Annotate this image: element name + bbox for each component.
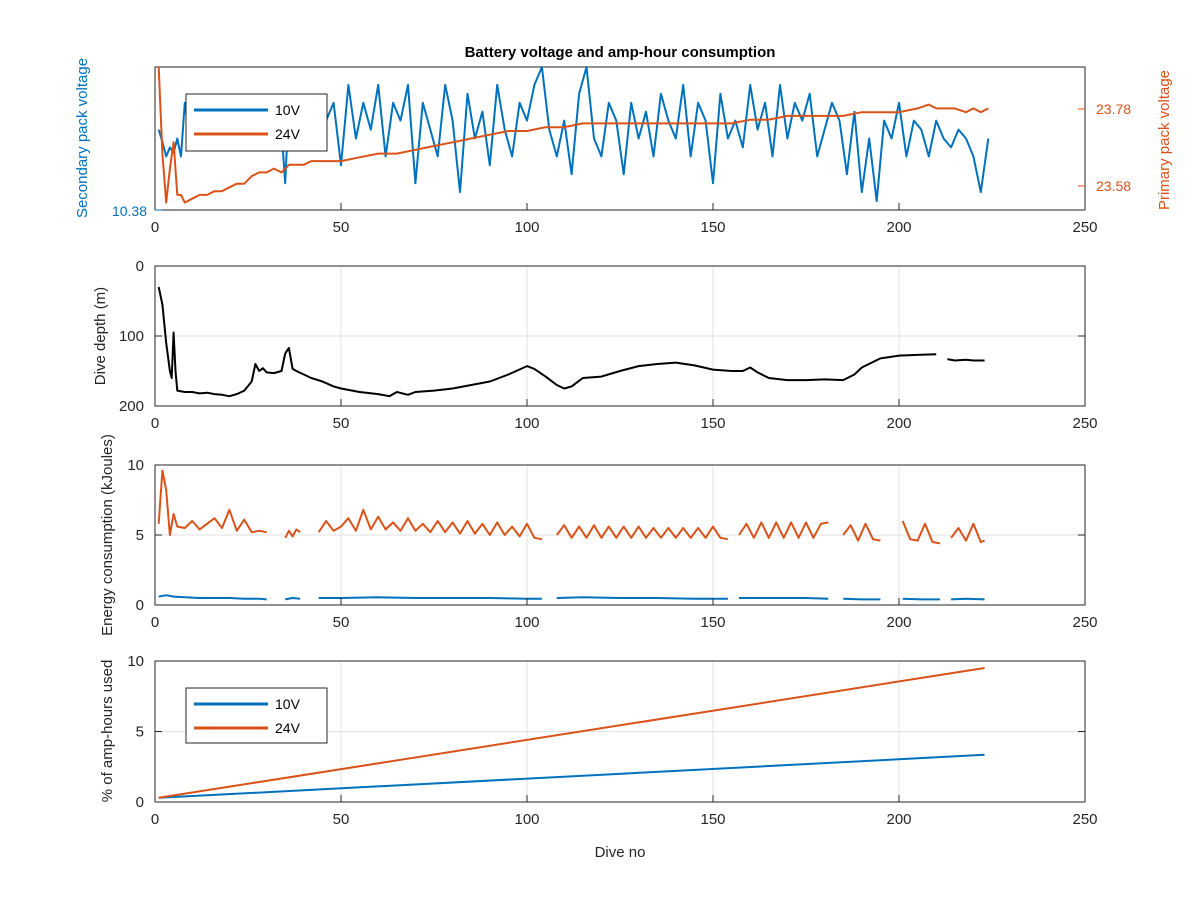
energy-grid xyxy=(154,464,1086,606)
y-tick-label: 5 xyxy=(136,527,144,544)
energy-line-24v-6 xyxy=(901,520,941,545)
x-tick-label: 100 xyxy=(514,614,539,631)
x-tick-label: 200 xyxy=(886,811,911,828)
x-tick-label: 150 xyxy=(700,614,725,631)
depth-panel: 0 50 100 150 200 250 0 100 200 Dive depth (m) xyxy=(92,258,1098,432)
voltage-panel: 0 50 100 150 200 250 10.38 23.58 23.78 Second… xyxy=(74,58,1173,236)
y-tick-label: 100 xyxy=(119,328,144,345)
amphour-series-group xyxy=(158,667,985,799)
figure-title: Battery voltage and amp-hour consumption xyxy=(465,44,776,61)
energy-line-10v-5 xyxy=(843,597,881,601)
depth-axis-label: Dive depth (m) xyxy=(92,287,109,385)
x-tick-label: 50 xyxy=(333,614,350,631)
secondary-voltage-tick-label: 10.38 xyxy=(112,203,147,219)
depth-series-group xyxy=(157,286,985,398)
voltage-legend-label-24v: 24V xyxy=(275,126,301,142)
amphour-legend-label-10v: 10V xyxy=(275,696,301,712)
amphour-y-ticks: 0 5 10 xyxy=(127,653,1085,811)
energy-line-24v-7 xyxy=(950,522,985,543)
energy-line-24v-1 xyxy=(284,528,301,539)
x-tick-label: 0 xyxy=(151,415,159,432)
amphour-legend: 10V 24V xyxy=(185,687,328,744)
amphour-x-ticks: 0 50 100 150 200 250 xyxy=(151,795,1098,828)
x-tick-label: 100 xyxy=(514,811,539,828)
x-tick-label: 0 xyxy=(151,219,159,236)
amphour-panel: 0 50 100 150 200 250 0 5 10 % of amp-hours used… xyxy=(99,653,1098,861)
x-tick-label: 250 xyxy=(1072,614,1097,631)
y-tick-label: 10 xyxy=(127,653,144,670)
energy-line-24v-2 xyxy=(317,508,543,541)
x-tick-label: 0 xyxy=(151,811,159,828)
energy-line-10v-2 xyxy=(318,596,542,600)
x-tick-label: 100 xyxy=(514,219,539,236)
depth-x-ticks: 0 50 100 150 200 250 xyxy=(151,399,1098,432)
primary-voltage-axis-label: Primary pack voltage xyxy=(1156,70,1173,210)
y-tick-label: 0 xyxy=(136,597,144,614)
x-axis-label: Dive no xyxy=(595,844,646,861)
voltage-x-ticks: 0 50 100 150 200 250 xyxy=(151,203,1098,236)
energy-y-ticks: 0 5 10 xyxy=(127,457,1085,614)
energy-line-24v-5 xyxy=(842,522,881,542)
secondary-voltage-axis-label: Secondary pack voltage xyxy=(74,58,91,218)
energy-line-10v-4 xyxy=(739,597,829,600)
amphour-legend-box xyxy=(185,687,328,744)
x-tick-label: 50 xyxy=(333,219,350,236)
energy-line-24v-3 xyxy=(556,524,729,541)
voltage-legend-label-10v: 10V xyxy=(275,102,301,118)
y-tick-label: 10 xyxy=(127,457,144,474)
y-tick-label: 0 xyxy=(136,794,144,811)
depth-y-ticks: 0 100 200 xyxy=(119,258,1085,415)
energy-line-10v-7 xyxy=(951,597,985,601)
amphour-legend-label-24v: 24V xyxy=(275,720,301,736)
energy-line-24v-4 xyxy=(738,521,829,539)
amphour-line-24v xyxy=(158,667,985,799)
y-tick-label: 5 xyxy=(136,724,144,741)
y-tick-label: 200 xyxy=(119,398,144,415)
primary-voltage-tick-label-23-58: 23.58 xyxy=(1096,178,1131,194)
primary-voltage-tick-label-23-78: 23.78 xyxy=(1096,101,1131,117)
energy-line-24v-0 xyxy=(157,469,267,536)
x-tick-label: 100 xyxy=(514,415,539,432)
y-tick-label: 0 xyxy=(136,258,144,275)
x-tick-label: 50 xyxy=(333,415,350,432)
amphour-line-10v xyxy=(158,753,985,799)
energy-series-group xyxy=(157,469,985,601)
depth-grid xyxy=(154,265,1086,407)
energy-panel: 0 50 100 150 200 250 0 5 10 Energy consumption … xyxy=(99,434,1098,636)
x-tick-label: 200 xyxy=(886,614,911,631)
energy-x-ticks: 0 50 100 150 200 250 xyxy=(151,598,1098,631)
x-tick-label: 250 xyxy=(1072,219,1097,236)
x-tick-label: 50 xyxy=(333,811,350,828)
x-tick-label: 200 xyxy=(886,219,911,236)
depth-line-segment-0 xyxy=(157,286,937,398)
depth-line-segment-1 xyxy=(947,358,985,362)
series-line-24v xyxy=(157,66,989,204)
x-tick-label: 0 xyxy=(151,614,159,631)
energy-line-10v-3 xyxy=(556,596,728,600)
x-tick-label: 250 xyxy=(1072,415,1097,432)
x-tick-label: 150 xyxy=(700,219,725,236)
energy-line-10v-1 xyxy=(285,597,301,601)
amphour-axis-label: % of amp-hours used xyxy=(99,660,116,803)
x-tick-label: 200 xyxy=(886,415,911,432)
energy-line-10v-6 xyxy=(902,597,940,601)
energy-line-10v-0 xyxy=(158,594,267,601)
energy-axis-label: Energy consumption (kJoules) xyxy=(99,434,116,636)
x-tick-label: 150 xyxy=(700,811,725,828)
x-tick-label: 150 xyxy=(700,415,725,432)
x-tick-label: 250 xyxy=(1072,811,1097,828)
voltage-legend: 10V 24V xyxy=(185,93,328,152)
voltage-legend-box xyxy=(185,93,328,152)
